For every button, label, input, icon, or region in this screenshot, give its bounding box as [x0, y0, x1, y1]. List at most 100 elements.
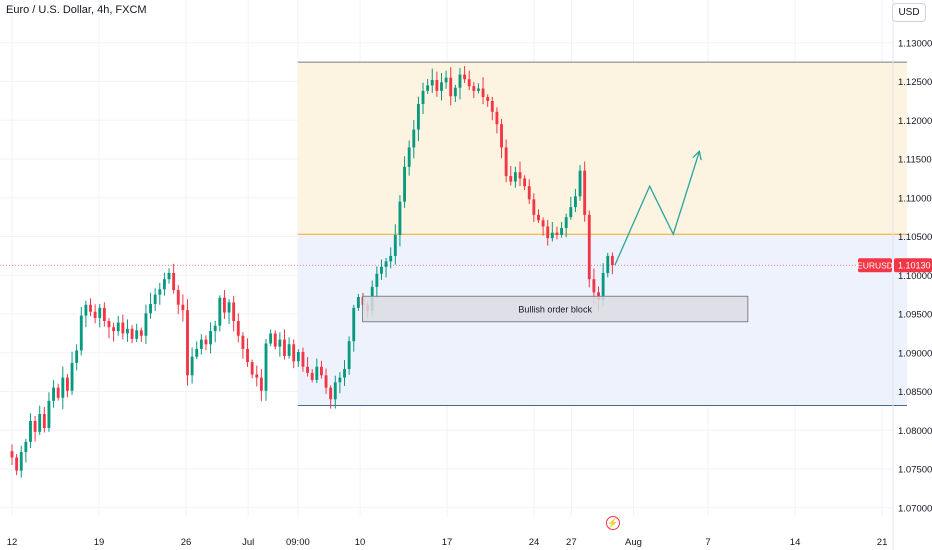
y-tick-label: 1.09500: [898, 310, 932, 321]
candle-up: [153, 294, 157, 304]
candle-down: [93, 311, 97, 318]
candle-up: [199, 339, 203, 349]
candle-down: [504, 147, 508, 177]
candle-up: [47, 400, 51, 428]
candle-up: [149, 303, 152, 314]
candle-down: [250, 362, 254, 375]
candle-down: [555, 232, 559, 235]
y-tick-label: 1.07000: [898, 503, 932, 514]
candle-down: [537, 214, 540, 221]
candle-up: [352, 307, 356, 342]
candle-up: [315, 366, 319, 380]
candle-down: [292, 344, 296, 362]
candle-down: [246, 348, 249, 363]
candle-up: [195, 348, 199, 357]
candle-down: [102, 307, 106, 322]
lightning-icon[interactable]: ⚡: [606, 516, 620, 530]
candle-up: [75, 350, 79, 363]
x-tick-label: 7: [705, 537, 710, 548]
candle-down: [310, 372, 314, 380]
projection-arrow-head: [692, 150, 702, 161]
candle-up: [278, 339, 282, 347]
candle-up: [393, 235, 397, 256]
supply-zone: [297, 62, 907, 235]
y-tick-label: 1.07500: [898, 465, 932, 476]
candle-up: [564, 217, 568, 229]
candle-up: [333, 382, 337, 400]
x-tick-label: 17: [442, 537, 453, 548]
candle-up: [144, 313, 148, 336]
order-block-label: Bullish order block: [518, 305, 592, 315]
candle-up: [412, 129, 416, 148]
order-block-box: [362, 295, 749, 323]
candle-down: [583, 170, 587, 215]
candle-up: [61, 377, 65, 398]
candle-down: [541, 220, 545, 227]
candle-up: [513, 172, 517, 182]
last-price-tag: [894, 258, 932, 273]
candle-up: [98, 307, 102, 318]
candle-up: [356, 297, 360, 308]
candle-up: [560, 228, 564, 235]
candle-up: [343, 369, 346, 378]
candle-down: [186, 310, 189, 376]
x-tick-label: 12: [7, 537, 18, 548]
candlestick-series: [10, 66, 614, 478]
symbol-tag-label: EURUSD: [857, 261, 893, 271]
chart-zones: [0, 61, 907, 406]
y-tick-label: 1.08500: [898, 387, 932, 398]
candle-down: [610, 255, 614, 266]
x-tick-label: 24: [529, 537, 540, 548]
candle-up: [403, 166, 406, 202]
candle-down: [223, 297, 226, 313]
candle-down: [467, 79, 471, 87]
candle-down: [324, 375, 328, 388]
x-tick-label: 19: [94, 537, 105, 548]
candle-up: [338, 377, 342, 383]
candle-up: [389, 255, 393, 262]
candle-up: [578, 170, 582, 197]
y-tick-label: 1.10000: [898, 271, 932, 282]
candle-up: [190, 356, 194, 376]
candle-down: [319, 366, 323, 376]
x-tick-label: 21: [877, 537, 888, 548]
candle-down: [329, 387, 333, 400]
candle-up: [19, 452, 23, 471]
last-price-label: 1.10130: [898, 261, 931, 271]
candle-up: [209, 331, 213, 345]
symbol-tag: [858, 258, 892, 273]
candle-down: [463, 74, 467, 80]
candle-down: [546, 226, 550, 239]
y-tick-label: 1.08000: [898, 426, 932, 437]
candle-up: [375, 273, 379, 287]
candle-up: [70, 362, 74, 391]
candle-up: [296, 352, 300, 362]
candle-down: [232, 302, 236, 322]
candle-down: [10, 451, 14, 458]
currency-selector[interactable]: USD: [892, 3, 926, 22]
candle-up: [38, 414, 42, 432]
y-tick-label: 1.11500: [898, 155, 932, 166]
y-tick-label: 1.10500: [898, 232, 932, 243]
x-tick-label: Jul: [242, 537, 254, 548]
candle-up: [477, 88, 480, 91]
candle-down: [495, 111, 499, 125]
candle-down: [172, 272, 176, 291]
y-tick-label: 1.12000: [898, 116, 932, 127]
candle-up: [84, 304, 88, 316]
projection-path: [614, 151, 700, 266]
y-tick-label: 1.13000: [898, 38, 932, 49]
x-tick-label: Aug: [625, 537, 642, 548]
candle-up: [440, 82, 443, 91]
candle-up: [380, 266, 383, 274]
candle-up: [384, 261, 388, 267]
x-tick-label: 27: [566, 537, 577, 548]
candle-up: [430, 80, 434, 86]
y-tick-label: 1.12500: [898, 77, 932, 88]
candle-up: [218, 297, 222, 326]
x-tick-label: 10: [355, 537, 366, 548]
candle-down: [481, 88, 485, 98]
candle-up: [24, 441, 28, 452]
